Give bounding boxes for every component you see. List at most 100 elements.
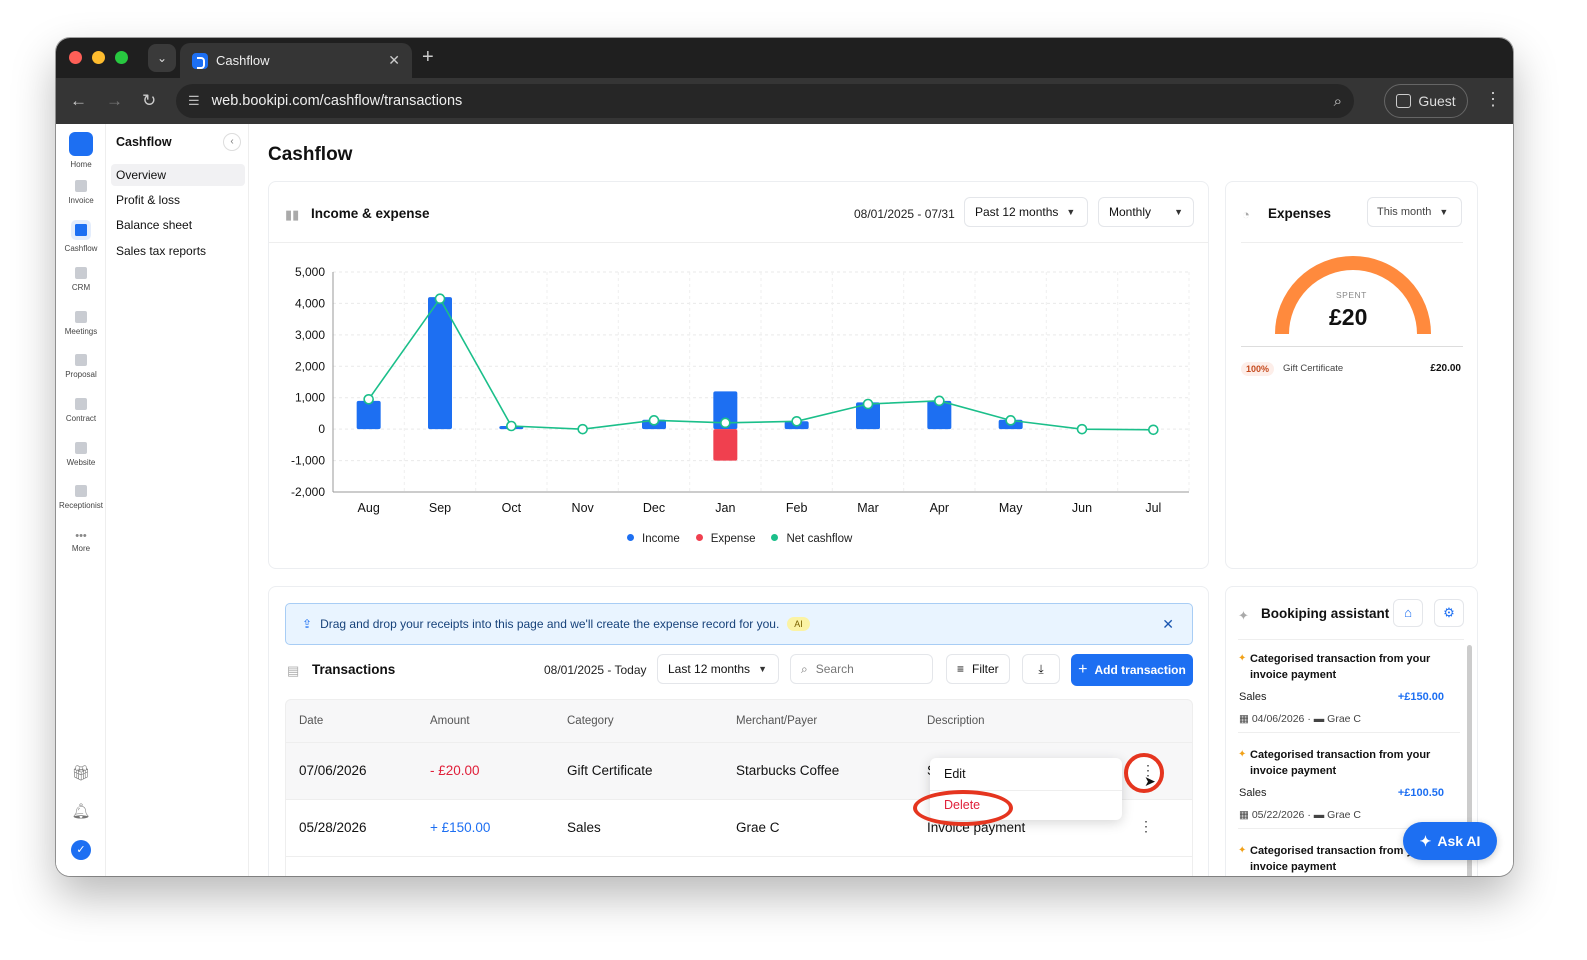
search-icon: ⌕ <box>801 661 808 676</box>
collapse-sidebar-icon[interactable]: ‹ <box>223 133 241 151</box>
close-window-button[interactable] <box>69 51 82 64</box>
net-cashflow-point <box>363 393 374 405</box>
profile-button[interactable]: Guest <box>1384 84 1468 118</box>
site-info-icon[interactable]: ☰ <box>188 93 200 108</box>
rail-item-more[interactable]: ••• More <box>56 530 106 553</box>
row-actions-button[interactable]: ⋮ <box>1141 762 1155 778</box>
pie-chart-icon: ◔ <box>1242 207 1250 222</box>
assistant-item[interactable]: ✦ Categorised transaction from your invo… <box>1238 641 1460 733</box>
sidebar-item-profit-loss[interactable]: Profit & loss <box>116 193 181 207</box>
transactions-title: Transactions <box>312 662 396 677</box>
assistant-item[interactable]: ✦ Categorised transaction from your invo… <box>1238 833 1460 876</box>
net-cashflow-point <box>648 415 660 426</box>
net-cashflow-point <box>1148 424 1159 436</box>
income-bar <box>713 391 738 430</box>
reload-icon[interactable]: ↻ <box>142 91 157 110</box>
transactions-date-range: 08/01/2025 - Today <box>544 663 647 677</box>
period-dropdown[interactable]: Past 12 months ▼ <box>964 197 1088 227</box>
tab-bar: ⌄ Cashflow ✕ + <box>56 38 1513 78</box>
x-tick-label: May <box>999 501 1023 515</box>
banner-text: Drag and drop your receipts into this pa… <box>320 617 780 631</box>
browser-window: ⌄ Cashflow ✕ + ← → ↻ ☰ web.bookipi.com/c… <box>56 38 1513 876</box>
legend-income: Income <box>627 533 680 545</box>
net-cashflow-line <box>368 297 1154 431</box>
bank-button[interactable]: ⌂ <box>1393 599 1423 627</box>
table-row[interactable] <box>285 857 1193 876</box>
row-merchant: Grae C <box>736 820 780 835</box>
row-category: Sales <box>567 820 601 835</box>
forward-arrow-icon[interactable]: → <box>106 91 123 110</box>
cashflow-sidebar: Cashflow ‹ Overview Profit & loss Balanc… <box>107 124 249 876</box>
assistant-item[interactable]: ✦ Categorised transaction from your invo… <box>1238 737 1460 829</box>
assistant-scrollbar[interactable] <box>1467 645 1472 876</box>
rail-item-home[interactable]: Home <box>56 132 106 169</box>
column-header-merchant[interactable]: Merchant/Payer <box>736 715 818 727</box>
y-tick-label: 4,000 <box>295 296 325 310</box>
column-header-amount[interactable]: Amount <box>430 715 470 727</box>
rail-item-proposal[interactable]: Proposal <box>56 354 106 379</box>
address-bar-row: ← → ↻ ☰ web.bookipi.com/cashflow/transac… <box>56 78 1513 124</box>
column-header-category[interactable]: Category <box>567 715 614 727</box>
sidebar-item-balance-sheet[interactable]: Balance sheet <box>116 218 193 232</box>
column-header-date[interactable]: Date <box>299 715 324 727</box>
row-actions-button[interactable]: ⋮ <box>1139 818 1153 834</box>
sidebar-item-overview[interactable]: Overview <box>111 164 245 186</box>
minimize-window-button[interactable] <box>92 51 105 64</box>
browser-menu-icon[interactable]: ⋮ <box>1484 89 1502 109</box>
net-cashflow-point <box>506 420 517 432</box>
filter-button[interactable]: ≡ Filter <box>946 654 1010 684</box>
expenses-period-dropdown[interactable]: This month ▼ <box>1367 197 1462 227</box>
calendar-icon: ▦ <box>1239 713 1252 725</box>
add-transaction-label: Add transaction <box>1094 663 1186 677</box>
column-header-description[interactable]: Description <box>927 715 985 727</box>
row-merchant: Starbucks Coffee <box>736 763 840 778</box>
assistant-item-category: Sales <box>1239 787 1267 799</box>
account-check-icon[interactable]: ✓ <box>71 840 91 860</box>
calendar-icon: ▦ <box>1239 809 1252 821</box>
row-date: 07/06/2026 <box>299 763 367 778</box>
gift-icon[interactable]: 🎁︎ <box>71 765 91 782</box>
table-header: Date Amount Category Merchant/Payer Desc… <box>285 699 1193 743</box>
ask-ai-button[interactable]: ✦ Ask AI <box>1403 822 1497 860</box>
interval-dropdown[interactable]: Monthly ▼ <box>1098 197 1194 227</box>
expense-bar <box>713 429 738 461</box>
url-text: web.bookipi.com/cashflow/transactions <box>211 93 463 109</box>
bell-icon[interactable]: 🔔︎ <box>71 803 91 820</box>
rail-item-cashflow[interactable]: Cashflow <box>56 220 106 253</box>
sparkle-icon: ✦ <box>1238 845 1247 856</box>
rail-item-invoice[interactable]: Invoice <box>56 180 106 205</box>
url-field[interactable]: ☰ web.bookipi.com/cashflow/transactions … <box>176 84 1354 118</box>
back-arrow-icon[interactable]: ← <box>70 91 87 110</box>
zoom-icon[interactable]: ⌕ <box>1333 92 1342 110</box>
transactions-period-dropdown[interactable]: Last 12 months ▼ <box>657 654 779 684</box>
x-tick-label: Mar <box>857 501 879 515</box>
income-expense-title: Income & expense <box>311 206 430 221</box>
rail-item-meetings[interactable]: Meetings <box>56 311 106 336</box>
income-expense-card: ▮▮ Income & expense 08/01/2025 - 07/31 P… <box>268 181 1209 569</box>
close-banner-icon[interactable]: ✕ <box>1162 615 1174 632</box>
y-tick-label: 2,000 <box>295 359 325 373</box>
browser-tab[interactable]: Cashflow ✕ <box>180 43 412 78</box>
rail-item-website[interactable]: Website <box>56 442 106 467</box>
rail-label: CRM <box>71 283 91 292</box>
close-tab-icon[interactable]: ✕ <box>388 52 400 68</box>
search-input[interactable]: ⌕ Search <box>790 654 933 684</box>
legend-net-cashflow: Net cashflow <box>771 533 852 545</box>
rail-item-receptionist[interactable]: Receptionist <box>56 485 106 510</box>
download-button[interactable]: ⤓ <box>1022 654 1060 684</box>
new-tab-button[interactable]: + <box>422 46 434 68</box>
net-cashflow-point <box>1005 415 1016 426</box>
rail-item-crm[interactable]: CRM <box>56 267 106 292</box>
ask-ai-label: Ask AI <box>1437 833 1481 849</box>
rail-item-contract[interactable]: Contract <box>56 398 106 423</box>
maximize-window-button[interactable] <box>115 51 128 64</box>
chart-date-range: 08/01/2025 - 07/31 <box>854 207 955 221</box>
website-icon <box>75 442 87 454</box>
sidebar-item-sales-tax[interactable]: Sales tax reports <box>116 244 207 258</box>
tab-search-button[interactable]: ⌄ <box>148 44 176 72</box>
menu-item-edit[interactable]: Edit <box>944 767 966 781</box>
chart-legend: Income Expense Net cashflow <box>627 533 852 545</box>
settings-button[interactable]: ⚙ <box>1434 599 1464 627</box>
add-transaction-button[interactable]: + Add transaction <box>1071 654 1193 686</box>
net-cashflow-point <box>862 398 874 410</box>
